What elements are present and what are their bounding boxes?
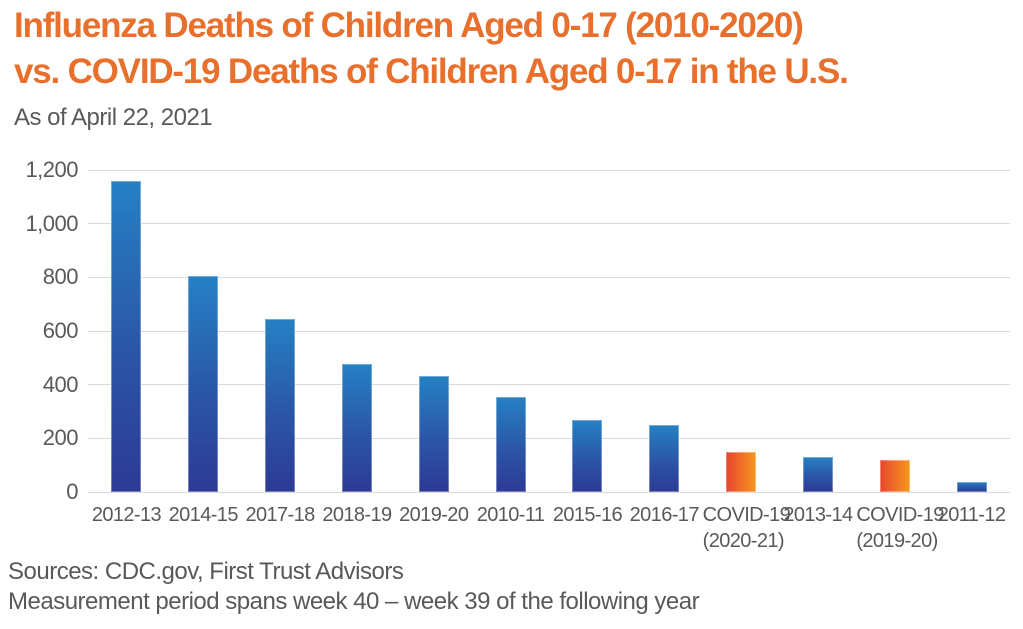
bar-2014-15: [188, 276, 219, 492]
chart-title-line1: Influenza Deaths of Children Aged 0-17 (…: [14, 6, 804, 45]
bar-2015-16: [572, 420, 603, 492]
x-axis-label: 2012-13: [91, 504, 162, 526]
bar-2018-19: [341, 363, 372, 492]
measurement-note: Measurement period spans week 40 – week …: [8, 588, 700, 615]
gridline-800: [88, 276, 1010, 278]
x-axis-slot: COVID-19 (2020-21): [702, 502, 791, 554]
bar-covid-19-2019-20: [879, 460, 910, 492]
y-axis-tick-label: 600: [42, 318, 79, 343]
bar-2010-11: [495, 396, 526, 492]
y-axis-tick-label: 200: [42, 425, 79, 451]
y-axis-tick-label: 1,000: [25, 210, 78, 236]
x-axis-label: 2019-20: [399, 504, 469, 526]
bar-2013-14: [802, 457, 833, 492]
gridline-200: [88, 437, 1010, 439]
x-axis-label: 2016-17: [629, 504, 700, 526]
y-axis: 0 200 400 600 800 1,000 1,200: [0, 0, 78, 629]
x-axis-sublabel: (2019-20): [856, 530, 938, 552]
gridline-1000: [88, 223, 1010, 225]
x-axis-label: 2014-15: [168, 504, 239, 526]
chart-subtitle: As of April 22, 2021: [14, 104, 213, 131]
x-axis-slot: 2019-20: [395, 502, 472, 528]
x-axis-slot: 2012-13: [88, 502, 165, 528]
x-axis-slot: 2017-18: [242, 502, 319, 528]
gridline-1200: [88, 169, 1010, 171]
plot-area: [88, 169, 1010, 493]
bar-2011-12: [956, 481, 987, 492]
x-axis-label: COVID-19: [702, 504, 791, 526]
x-axis-slot: COVID-19 (2019-20): [856, 502, 944, 554]
x-axis: 2012-13 2014-15 2017-18 2018-19 2019-20 2010-…: [88, 502, 1010, 562]
x-axis-slot: 2013-14: [780, 502, 857, 528]
chart-title-line2: vs. COVID-19 Deaths of Children Aged 0-1…: [14, 52, 849, 91]
x-axis-slot: 2010-11: [472, 502, 549, 528]
x-axis-slot: 2015-16: [549, 502, 626, 528]
bar-covid-19-2020-21: [726, 452, 757, 492]
y-axis-tick-label: 800: [42, 264, 79, 290]
x-axis-label: 2015-16: [552, 504, 623, 526]
x-axis-slot: 2018-19: [319, 502, 396, 528]
x-axis-label: 2011-12: [937, 504, 1006, 526]
x-axis-label: 2010-11: [476, 504, 545, 526]
bar-2017-18: [265, 318, 296, 492]
x-axis-slot: 2016-17: [626, 502, 703, 528]
bar-2019-20: [418, 375, 449, 492]
x-axis-slot: 2014-15: [165, 502, 242, 528]
gridline-600: [88, 330, 1010, 332]
source-note: Sources: CDC.gov, First Trust Advisors: [8, 558, 404, 585]
gridline-400: [88, 384, 1010, 386]
x-axis-label: 2013-14: [783, 504, 853, 526]
x-axis-slot: 2011-12: [933, 502, 1010, 528]
x-axis-sublabel: (2020-21): [702, 530, 785, 552]
y-axis-tick-label: 1,200: [25, 157, 78, 182]
y-axis-tick-label: 400: [42, 371, 79, 397]
bar-2016-17: [649, 424, 680, 492]
gridline-0: [88, 491, 1010, 493]
x-axis-label: COVID-19: [856, 504, 944, 526]
y-axis-tick-label: 0: [66, 479, 78, 504]
x-axis-label: 2017-18: [245, 504, 315, 526]
x-axis-label: 2018-19: [322, 504, 392, 526]
bar-2012-13: [111, 180, 142, 492]
